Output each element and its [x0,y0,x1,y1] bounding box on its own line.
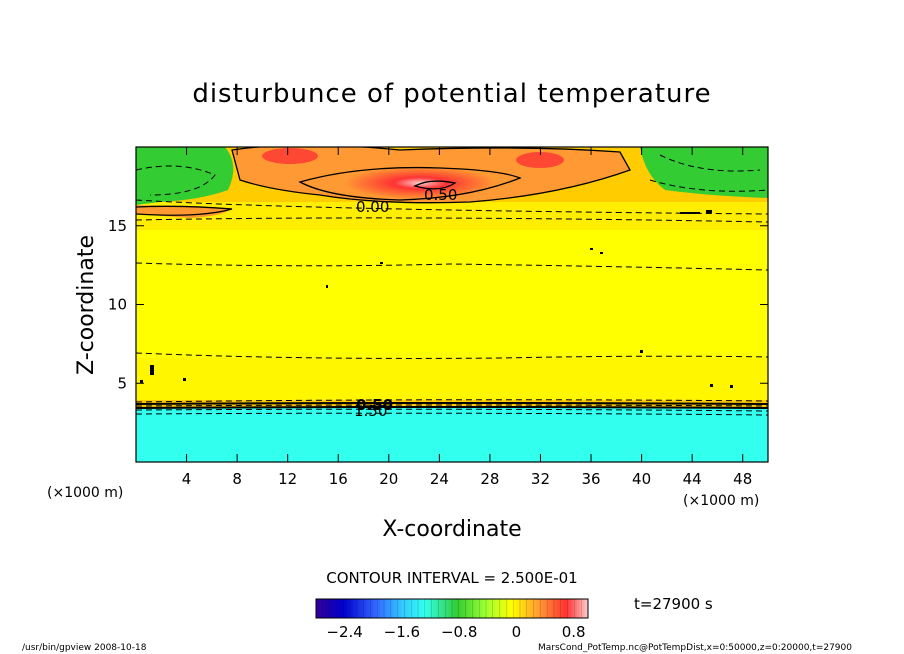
green-region-left [136,147,234,205]
colorbar-tick-label: 0 [512,623,522,641]
colorbar-tick-label: 0.8 [562,623,586,641]
y-tick-label: 5 [117,374,127,392]
contour-label-3: 1.50 [354,402,387,420]
field-band-lower-mid [136,358,768,400]
plot-area: 0.00 0.50 0.50 1.50 [136,147,768,462]
y-unit-label: (×1000 m) [47,485,123,501]
time-label: t=27900 s [634,595,713,613]
contour-label-2: 0.50 [356,396,393,414]
y-tick-label: 10 [108,296,127,314]
red-patch-right [516,152,564,168]
red-core [345,167,495,199]
contour-speckles [140,210,733,388]
x-tick-label: 8 [232,470,242,488]
footer-right: MarsCond_PotTemp.nc@PotTempDist,x=0:5000… [538,643,852,653]
x-tick-label: 48 [733,470,752,488]
contour-thick-band [136,402,768,409]
colorbar-ticks: −2.4 −1.6 −0.8 0 0.8 [315,599,589,641]
contour-interval-text: CONTOUR INTERVAL = 2.500E-01 [326,569,577,587]
x-tick-label: 12 [278,470,297,488]
field-band-low [136,407,768,462]
footer-left: /usr/bin/gpview 2008-10-18 [22,643,147,653]
x-tick-label: 4 [182,470,192,488]
x-axis-label: X-coordinate [382,517,521,542]
x-unit-label: (×1000 m) [683,493,759,509]
contour-label-1: 0.50 [424,186,457,204]
red-patch-left [262,148,318,164]
x-tick-label: 44 [683,470,702,488]
colorbar-tick-label: −2.4 [326,623,362,641]
y-tick-label: 15 [108,217,127,235]
x-tick-label: 24 [430,470,449,488]
contour-label-0: 0.00 [356,198,389,216]
x-tick-label: 32 [531,470,550,488]
colorbar-tick-label: −1.6 [384,623,420,641]
contour-lines [136,147,631,216]
x-tick-label: 36 [581,470,600,488]
x-tick-label: 20 [379,470,398,488]
x-tick-label: 16 [329,470,348,488]
y-axis-label: Z-coordinate [74,235,99,375]
colorbar-tick-label: −0.8 [441,623,477,641]
x-tick-label: 40 [632,470,651,488]
chart-title: disturbunce of potential temperature [192,79,711,109]
contour-lines-dashed [136,154,768,416]
x-tick-label: 28 [480,470,499,488]
